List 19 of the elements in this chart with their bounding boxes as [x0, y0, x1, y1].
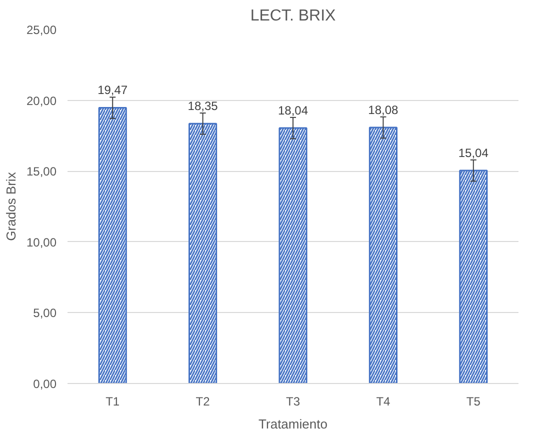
data-label: 18,08: [368, 102, 399, 117]
y-tick-label: 25,00: [26, 23, 57, 37]
y-tick-label: 15,00: [26, 164, 57, 179]
data-label: 18,04: [278, 103, 308, 118]
y-tick-label: 5,00: [33, 306, 57, 320]
y-tick-label: 20,00: [26, 94, 57, 108]
x-tick-label: T1: [106, 394, 120, 408]
x-tick-label: T2: [196, 394, 210, 408]
y-tick-label: 10,00: [26, 235, 57, 250]
chart-title: LECT. BRIX: [250, 8, 336, 24]
data-label: 15,04: [458, 146, 489, 160]
data-label: 19,47: [98, 83, 128, 98]
x-tick-label: T5: [466, 394, 481, 408]
y-axis-title: Grados Brix: [3, 172, 18, 241]
x-tick-label: T4: [376, 394, 391, 408]
x-tick-label: T3: [286, 394, 300, 408]
x-axis-title: Tratamiento: [258, 416, 328, 432]
y-tick-label: 0,00: [33, 377, 57, 391]
data-label: 18,35: [188, 99, 218, 114]
